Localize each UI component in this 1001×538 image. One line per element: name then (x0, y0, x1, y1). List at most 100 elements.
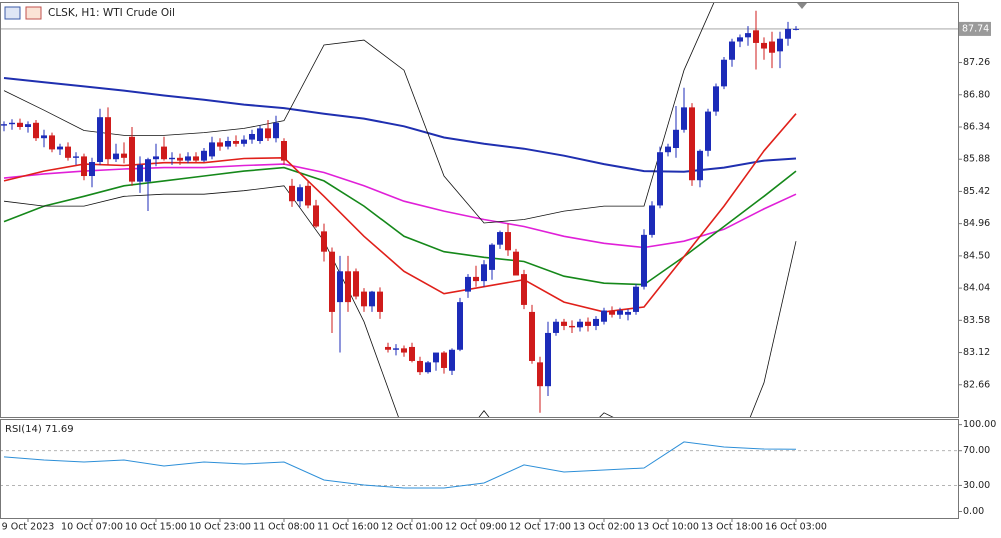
candle-body (497, 232, 503, 245)
candle-body (337, 271, 343, 303)
candle-body (289, 185, 295, 202)
candle-body (489, 244, 495, 270)
candle-body (121, 153, 127, 158)
candle-body (625, 311, 631, 315)
candle-body (241, 139, 247, 144)
candle-body (713, 86, 719, 112)
y-tick-label: 70.00 (963, 445, 990, 456)
indicator-line (3, 163, 797, 249)
candle-body (17, 122, 23, 127)
candle-body (153, 156, 159, 160)
candle-body (185, 156, 191, 161)
main-plot (1, 3, 958, 417)
candle-body (201, 150, 207, 161)
candle-body (65, 146, 71, 158)
y-tick-label: 30.00 (963, 480, 990, 491)
candle-body (217, 142, 223, 147)
candle-body (33, 122, 39, 139)
x-tick-label: 12 Oct 01:00 (381, 522, 443, 533)
candle-body (73, 156, 79, 158)
candle-body (441, 352, 447, 368)
candle-body (113, 153, 119, 160)
candle-body (521, 274, 527, 305)
candle-body (529, 311, 535, 361)
y-tick-label: 84.96 (963, 218, 990, 229)
candle-body (433, 352, 439, 363)
candle-body (329, 251, 335, 312)
y-tick-label: 82.66 (963, 379, 990, 390)
candle-body (481, 264, 487, 282)
candle-body (145, 159, 151, 182)
candle-body (737, 37, 743, 42)
candle-body (249, 133, 255, 140)
candle-body (777, 38, 783, 52)
candle-body (257, 128, 263, 141)
rsi-title: RSI(14) 71.69 (5, 424, 74, 435)
indicator-line (3, 113, 797, 313)
candle-body (57, 146, 63, 150)
y-tick-label: 0.00 (963, 506, 984, 517)
y-tick-label: 83.12 (963, 347, 990, 358)
candle-body (281, 141, 287, 161)
candle-body (657, 152, 663, 206)
x-tick-label: 10 Oct 15:00 (125, 522, 187, 533)
chart-title: CLSK, H1: WTI Crude Oil (48, 7, 175, 19)
candle-body (273, 122, 279, 139)
candle-body (721, 59, 727, 87)
candle-body (601, 310, 607, 322)
candle-body (649, 205, 655, 235)
shift-marker (797, 3, 807, 9)
candle-body (745, 33, 751, 38)
x-tick-label: 13 Oct 02:00 (573, 522, 635, 533)
candle-body (793, 28, 799, 30)
rsi-frame (0, 419, 959, 519)
candle-body (569, 325, 575, 328)
x-tick-label: 16 Oct 03:00 (765, 522, 827, 533)
candle-body (313, 205, 319, 227)
candle-body (89, 162, 95, 177)
y-tick-label: 86.80 (963, 89, 990, 100)
candle-body (9, 122, 15, 125)
chart-icon[interactable] (25, 6, 42, 20)
y-tick-label: 100.00 (963, 419, 996, 430)
candle-body (665, 146, 671, 153)
x-tick-label: 13 Oct 18:00 (701, 522, 763, 533)
chart-icon[interactable] (4, 6, 21, 20)
rsi-line (3, 441, 797, 489)
candle-body (769, 41, 775, 53)
candle-body (561, 321, 567, 326)
x-tick-label: 11 Oct 08:00 (253, 522, 315, 533)
indicator-line (3, 3, 715, 224)
candle-body (513, 251, 519, 276)
candle-body (585, 321, 591, 326)
x-tick-label: 10 Oct 23:00 (189, 522, 251, 533)
candle-body (369, 291, 375, 307)
y-tick-label: 83.58 (963, 315, 990, 326)
candle-body (689, 107, 695, 181)
candle-body (385, 346, 391, 350)
candle-body (177, 157, 183, 161)
x-tick-label: 11 Oct 16:00 (317, 522, 379, 533)
candle-body (425, 362, 431, 373)
candle-body (25, 124, 31, 127)
candle-body (633, 286, 639, 312)
indicator-line (3, 166, 797, 286)
last-price-label: 87.74 (962, 23, 989, 34)
candle-body (753, 30, 759, 43)
candle-body (761, 42, 767, 49)
x-tick-label: 12 Oct 17:00 (509, 522, 571, 533)
candle-body (705, 111, 711, 151)
candle-body (673, 129, 679, 149)
x-tick-label: 13 Oct 10:00 (637, 522, 699, 533)
candle-body (129, 136, 135, 182)
candle-body (537, 362, 543, 387)
x-tick-label: 10 Oct 07:00 (61, 522, 123, 533)
candle-body (377, 291, 383, 312)
candle-body (409, 346, 415, 361)
candle-body (41, 135, 47, 139)
candle-body (321, 231, 327, 252)
candle-body (641, 234, 647, 287)
candle-body (353, 271, 359, 297)
candle-body (161, 146, 167, 160)
y-tick-label: 85.88 (963, 154, 990, 165)
